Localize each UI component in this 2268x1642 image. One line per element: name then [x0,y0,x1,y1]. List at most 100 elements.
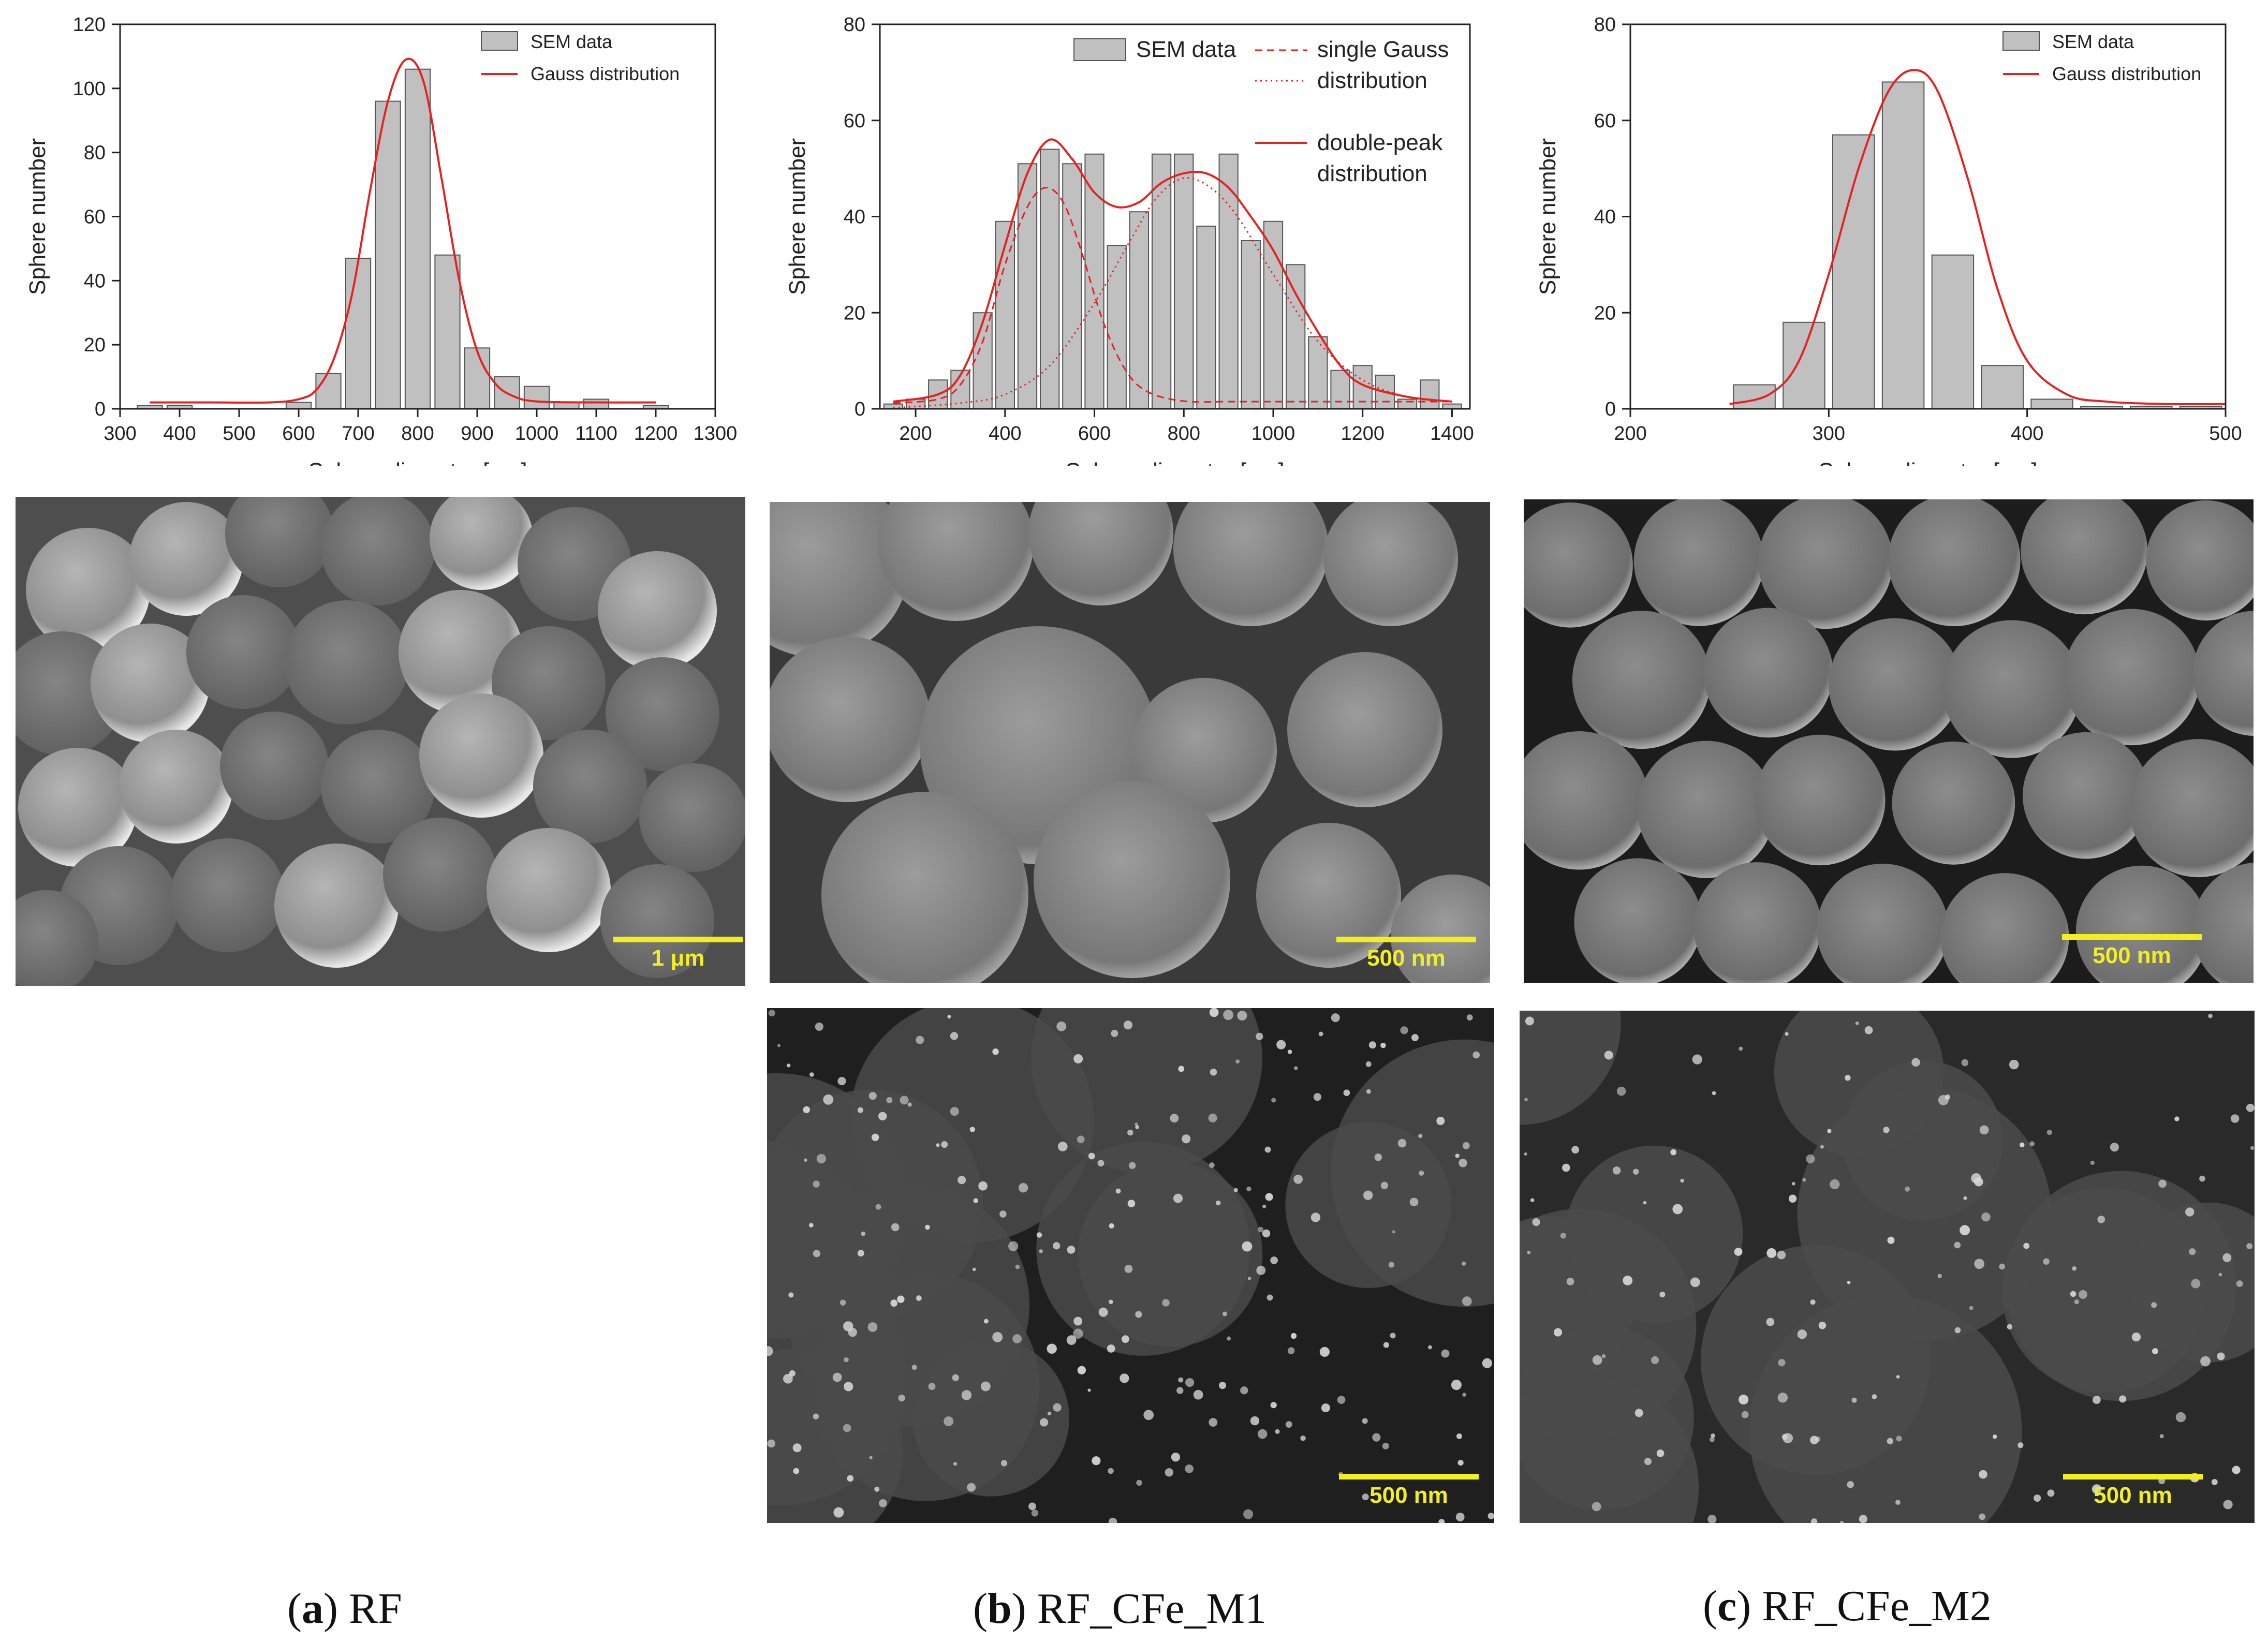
sem-particle [1616,1086,1626,1096]
sem-particle [1524,1098,1528,1102]
histogram-bar [1733,384,1776,409]
sem-sphere [606,657,719,771]
sem-blob [1520,1216,1635,1387]
sem-sphere [770,502,909,657]
y-tick-label: 60 [1594,110,1616,132]
sem-sphere [1323,502,1458,626]
sem-particle [767,1346,773,1356]
sem-sphere [1703,608,1833,738]
sem-particle [1806,1154,1815,1164]
sem-particle [1845,1075,1851,1081]
sem-particle [1015,1264,1020,1269]
sem-particle [1208,1113,1217,1123]
sem-particle [897,1295,905,1303]
sem-sphere [119,730,233,844]
scalebar-b-top: 500 nm [1334,937,1479,971]
sem-sphere [600,864,714,978]
chart-panel-a: 300 400 500 600 700 800 900 1000 1100 1200 1300 0 20… [25,14,737,466]
sem-particle [1872,1394,1877,1399]
sem-sphere [225,497,334,587]
sem-particle [1527,1251,1531,1254]
sem-particle [1712,1091,1716,1096]
sem-particle [1363,1190,1373,1200]
x-tick-label: 600 [1078,423,1111,445]
caption-a: (a) RF [287,1585,402,1633]
sem-particle [1008,1241,1019,1251]
sem-sphere [1028,502,1173,605]
histogram-bar [2030,398,2073,409]
sem-sphere [321,497,435,605]
y-tick-label: 120 [73,14,106,36]
sem-sphere [383,818,497,931]
sem-image-c-bottom: 500 nm [1520,1011,2255,1523]
sem-particle [767,1439,775,1448]
sem-particle [980,1381,991,1392]
distribution-curve [1729,69,2226,406]
sem-particle [1073,1328,1083,1339]
sem-particle [1257,1429,1268,1439]
sem-blob [1520,1375,1699,1523]
sem-particle [2189,1248,2196,1255]
sem-sphere [1574,858,1702,983]
sem-particle [1240,1386,1248,1395]
sem-particle [1388,1262,1394,1268]
sem-particle [1643,1201,1647,1205]
x-tick-label: 500 [2209,423,2242,445]
sem-sphere [1892,741,2015,865]
legend-label: single Gauss [1317,37,1449,62]
sem-particle [1362,1493,1369,1501]
sem-particle [1741,1411,1749,1418]
x-tick-label: 1300 [694,423,738,445]
sem-particle [1193,1389,1203,1400]
histogram-bar [995,220,1015,409]
histogram-bar [1375,374,1395,409]
sem-particle [1098,1307,1108,1317]
sem-particle [1121,1335,1129,1343]
sem-particle [843,1321,853,1332]
sem-particle [1227,1336,1231,1341]
sem-particle [1092,1456,1101,1466]
sem-particle [1887,1236,1895,1244]
sem-particle [1896,1375,1900,1379]
x-tick-label: 1200 [634,423,678,445]
sem-sphere [1942,620,2081,758]
sem-particle [961,1390,972,1400]
sem-particle [1235,1059,1240,1064]
sem-particle [886,1097,893,1103]
histogram-bar [375,100,401,410]
sem-particle [978,1181,988,1191]
sem-particle [2074,1299,2080,1305]
scalebar-b-bottom: 500 nm [1336,1474,1481,1508]
sem-particle [1969,1306,1974,1310]
sem-particle [1690,1277,1700,1288]
histogram-bar [285,402,312,409]
sem-particle [844,1357,849,1363]
sem-texture-a [16,497,745,986]
sem-sphere [770,637,930,802]
sem-particle [832,1372,842,1382]
histogram-bar [1881,81,1925,409]
sem-particle [1457,1459,1464,1466]
sem-particle [1778,1359,1786,1367]
sem-particle [1851,1397,1857,1403]
histogram-bar [1420,379,1440,410]
sem-particle [1692,1054,1702,1064]
sem-particle [1436,1117,1445,1126]
sem-particle [815,1022,823,1031]
sem-sphere [1572,611,1711,749]
sem-particle [1036,1232,1042,1238]
sem-particle [1781,1434,1788,1440]
sem-particle [1525,1016,1534,1026]
sem-particle [823,1094,834,1105]
sem-sphere [186,595,300,709]
sem-texture-c-bottom [1520,1011,2255,1523]
sem-blob [1078,1162,1263,1347]
sem-particle [2232,1466,2241,1474]
sem-particle [1441,1349,1450,1358]
sem-particle [1012,1334,1022,1343]
histogram-bar [523,386,550,409]
sem-particle [890,1299,898,1307]
sem-particle [1459,1159,1467,1167]
legend-swatch-bar [481,31,518,51]
sem-particle [2110,1143,2119,1152]
